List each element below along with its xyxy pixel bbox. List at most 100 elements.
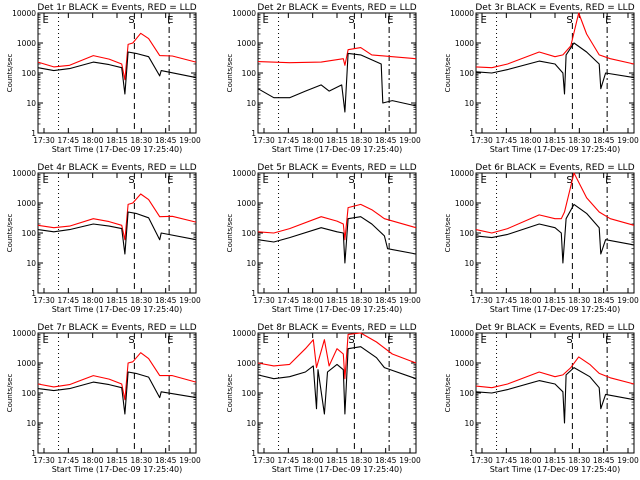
panel-title: Det 9r BLACK = Events, RED = LLD <box>475 323 634 333</box>
x-tick-label: 18:15 <box>106 136 128 145</box>
event-marker-label: E <box>481 15 487 26</box>
x-tick-label: 18:00 <box>82 456 104 465</box>
event-marker-label: E <box>387 335 393 346</box>
y-axis-label: Counts/sec <box>6 374 14 413</box>
y-tick-label: 10 <box>246 419 256 428</box>
events-series-line <box>475 42 635 95</box>
events-series-line <box>475 203 635 264</box>
panel-title: Det 1r BLACK = Events, RED = LLD <box>37 3 196 13</box>
y-axis-label: Counts/sec <box>444 374 452 413</box>
x-tick-label: 18:15 <box>326 456 348 465</box>
x-tick-label: 18:45 <box>593 456 615 465</box>
panel-title: Det 3r BLACK = Events, RED = LLD <box>475 3 634 13</box>
y-tick-label: 1 <box>31 129 36 138</box>
lld-series-line <box>257 47 417 66</box>
event-marker-label: E <box>167 175 173 186</box>
x-tick-label: 19:00 <box>399 456 421 465</box>
x-tick-label: 18:30 <box>569 296 591 305</box>
y-tick-label: 1 <box>31 289 36 298</box>
x-tick-label: 17:45 <box>278 136 300 145</box>
x-tick-label: 18:00 <box>302 296 324 305</box>
y-axis-label: Counts/sec <box>444 214 452 253</box>
x-tick-label: 18:45 <box>375 296 397 305</box>
x-tick-label: 18:45 <box>593 296 615 305</box>
events-series-line <box>257 346 417 415</box>
x-tick-label: 17:30 <box>33 456 55 465</box>
y-tick-label: 100 <box>22 389 37 398</box>
y-tick-label: 10000 <box>450 169 474 178</box>
x-tick-label: 17:30 <box>471 136 493 145</box>
x-tick-label: 18:30 <box>131 456 153 465</box>
x-tick-label: 18:30 <box>131 296 153 305</box>
x-tick-label: 17:45 <box>278 456 300 465</box>
plot-frame <box>257 172 417 294</box>
event-marker-label: E <box>43 15 49 26</box>
x-tick-label: 19:00 <box>179 296 201 305</box>
y-tick-label: 100 <box>242 229 257 238</box>
y-tick-label: 1000 <box>237 199 256 208</box>
event-marker-label: S <box>128 175 134 186</box>
panel-5: Det 5r BLACK = Events, RED = LLD 1 10 100 10… <box>226 163 421 314</box>
y-tick-label: 1000 <box>455 359 474 368</box>
panel-2: Det 2r BLACK = Events, RED = LLD 1 10 100 10… <box>226 3 421 154</box>
panel-8: Det 8r BLACK = Events, RED = LLD 1 10 100 10… <box>226 323 421 474</box>
y-axis-label: Counts/sec <box>226 214 234 253</box>
x-tick-label: 18:30 <box>351 136 373 145</box>
x-tick-label: 18:00 <box>302 136 324 145</box>
x-tick-label: 17:30 <box>253 296 275 305</box>
x-tick-label: 17:45 <box>278 296 300 305</box>
x-tick-label: 17:45 <box>496 456 518 465</box>
panel-6: Det 6r BLACK = Events, RED = LLD 1 10 100 10… <box>444 163 639 314</box>
x-tick-label: 19:00 <box>399 136 421 145</box>
panel-9: Det 9r BLACK = Events, RED = LLD 1 10 100 10… <box>444 323 639 474</box>
event-marker-label: E <box>481 335 487 346</box>
event-marker-label: E <box>605 175 611 186</box>
y-tick-label: 10 <box>246 259 256 268</box>
x-axis-label: Start Time (17-Dec-09 17:25:40) <box>52 465 183 474</box>
y-tick-label: 1 <box>251 129 256 138</box>
y-tick-label: 100 <box>22 229 37 238</box>
panel-7: Det 7r BLACK = Events, RED = LLD 1 10 100 10… <box>6 323 201 474</box>
plot-frame <box>257 12 417 134</box>
y-tick-label: 1 <box>469 449 474 458</box>
y-axis-label: Counts/sec <box>6 54 14 93</box>
y-tick-label: 10 <box>26 259 36 268</box>
events-series-line <box>37 211 197 255</box>
panel-title: Det 4r BLACK = Events, RED = LLD <box>37 163 196 173</box>
panel-title: Det 2r BLACK = Events, RED = LLD <box>257 3 416 13</box>
x-tick-label: 18:15 <box>326 296 348 305</box>
x-tick-label: 18:00 <box>520 296 542 305</box>
event-marker-label: E <box>167 335 173 346</box>
x-tick-label: 18:30 <box>351 296 373 305</box>
plot-frame <box>475 332 635 454</box>
event-marker-label: S <box>566 175 572 186</box>
y-axis-label: Counts/sec <box>444 54 452 93</box>
x-tick-label: 18:45 <box>155 456 177 465</box>
y-tick-label: 1 <box>31 449 36 458</box>
x-tick-label: 17:30 <box>253 136 275 145</box>
y-tick-label: 10000 <box>12 169 36 178</box>
event-marker-label: E <box>263 175 269 186</box>
y-tick-label: 1000 <box>455 39 474 48</box>
y-tick-label: 100 <box>460 229 475 238</box>
y-tick-label: 100 <box>242 389 257 398</box>
x-tick-label: 18:30 <box>131 136 153 145</box>
event-marker-label: S <box>128 335 134 346</box>
event-marker-label: S <box>348 335 354 346</box>
x-tick-label: 17:30 <box>253 456 275 465</box>
x-tick-label: 19:00 <box>617 456 639 465</box>
event-marker-label: S <box>128 15 134 26</box>
lld-series-line <box>37 352 197 401</box>
y-tick-label: 1000 <box>237 39 256 48</box>
y-tick-label: 10 <box>464 99 474 108</box>
panel-title: Det 7r BLACK = Events, RED = LLD <box>37 323 196 333</box>
y-axis-label: Counts/sec <box>6 214 14 253</box>
plot-frame <box>475 172 635 294</box>
event-marker-label: E <box>263 15 269 26</box>
x-tick-label: 18:45 <box>375 456 397 465</box>
event-marker-label: E <box>605 15 611 26</box>
y-tick-label: 10000 <box>232 169 256 178</box>
y-tick-label: 10 <box>464 419 474 428</box>
y-tick-label: 10000 <box>450 329 474 338</box>
x-axis-label: Start Time (17-Dec-09 17:25:40) <box>490 465 621 474</box>
